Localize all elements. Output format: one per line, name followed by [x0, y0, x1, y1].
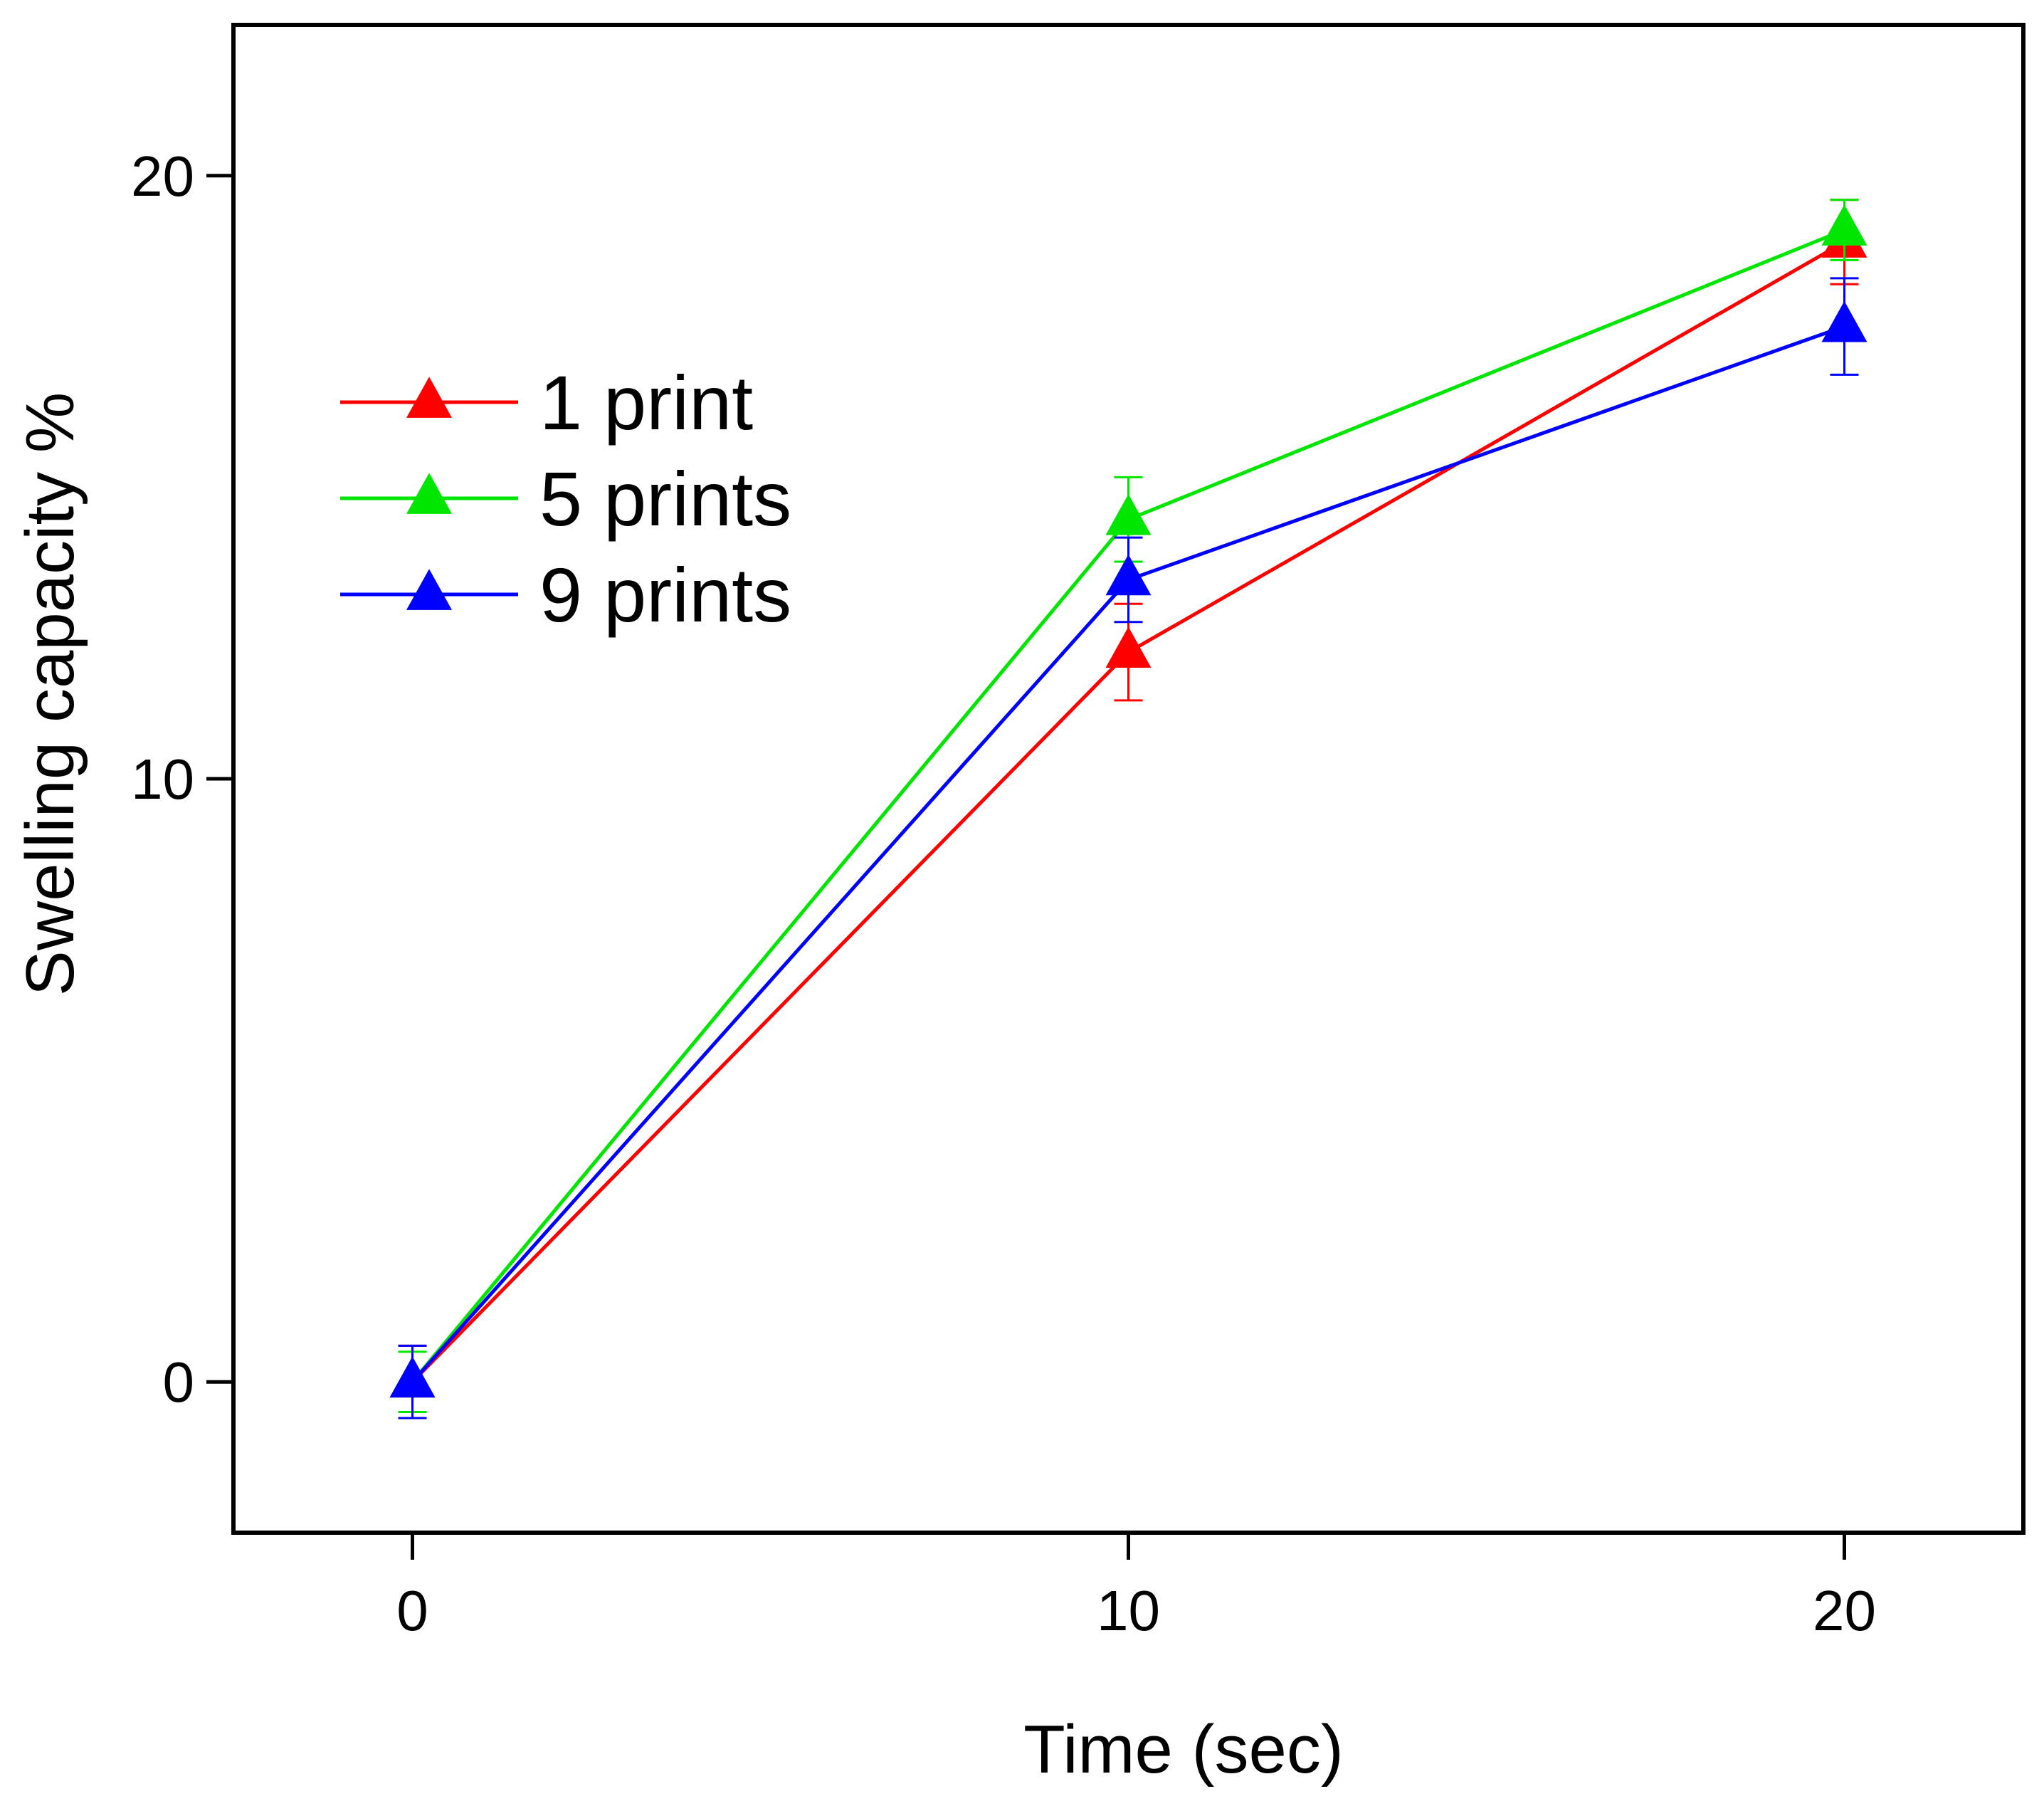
data-point-marker	[1821, 300, 1867, 342]
y-tick-label: 0	[163, 1350, 195, 1414]
legend-label: 1 print	[539, 359, 753, 446]
legend-marker	[406, 377, 452, 418]
y-axis: 0 10 20	[131, 145, 233, 1414]
x-axis: 0 10 20	[396, 1533, 1876, 1642]
legend-marker	[406, 569, 452, 610]
x-axis-title: Time (sec)	[1023, 1711, 1344, 1788]
plot-frame	[231, 23, 2025, 1535]
x-tick-label: 0	[396, 1579, 428, 1642]
data-point-marker	[389, 1356, 436, 1398]
legend-marker	[406, 473, 452, 514]
data-point-marker	[1105, 626, 1152, 668]
y-tick-label: 20	[131, 145, 194, 208]
y-axis-title: Swelling capacity %	[12, 392, 88, 996]
x-tick-label: 10	[1097, 1579, 1160, 1642]
legend: 1 print 5 prints 9 prints	[340, 359, 791, 638]
y-tick-label: 10	[131, 747, 194, 811]
data-point-marker	[1105, 554, 1152, 596]
series-layer	[389, 199, 1867, 1419]
data-point-marker	[1105, 493, 1152, 535]
data-point-marker	[1821, 204, 1867, 246]
legend-label: 5 prints	[539, 456, 791, 542]
legend-label: 9 prints	[539, 552, 791, 638]
x-tick-label: 20	[1813, 1579, 1876, 1642]
